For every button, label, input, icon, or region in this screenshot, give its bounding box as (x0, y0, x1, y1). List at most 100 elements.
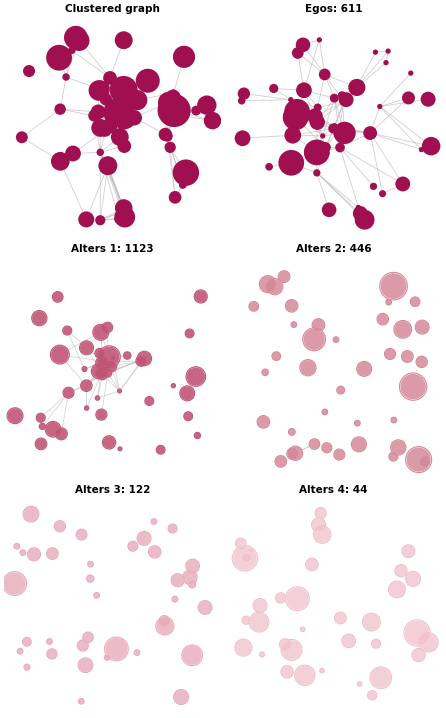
Point (313, 167, 320, 179)
Point (174, 574, 181, 586)
Title: Alters 1: 1123: Alters 1: 1123 (71, 244, 154, 254)
Point (281, 638, 289, 650)
Point (293, 106, 301, 118)
Point (36, 312, 43, 324)
Point (62, 71, 70, 83)
Point (345, 635, 352, 647)
Point (13, 541, 21, 552)
Point (320, 148, 327, 159)
Point (151, 546, 158, 558)
Point (169, 523, 176, 534)
Point (99, 355, 106, 367)
Point (134, 94, 141, 106)
Point (113, 643, 120, 655)
Point (103, 652, 111, 663)
Point (301, 85, 308, 96)
Point (288, 300, 295, 312)
Point (64, 325, 71, 336)
Point (141, 353, 148, 364)
Point (171, 593, 178, 605)
Point (288, 644, 295, 656)
Point (103, 652, 111, 663)
Point (317, 508, 324, 519)
Point (395, 442, 402, 453)
Point (83, 380, 90, 391)
Point (399, 324, 406, 335)
Point (237, 538, 244, 549)
Point (288, 426, 295, 438)
Point (120, 202, 127, 214)
Point (189, 650, 196, 661)
Point (418, 356, 425, 368)
Point (182, 167, 190, 178)
Point (290, 319, 297, 330)
Point (97, 84, 104, 95)
Point (93, 589, 100, 601)
Point (107, 112, 114, 123)
Point (184, 388, 191, 399)
Point (418, 356, 425, 368)
Point (102, 125, 109, 136)
Point (203, 99, 211, 111)
Point (194, 430, 201, 442)
Point (23, 661, 30, 673)
Point (292, 447, 299, 459)
Point (91, 110, 98, 121)
Point (376, 101, 384, 112)
Point (315, 320, 322, 331)
Point (70, 148, 77, 159)
Point (19, 547, 26, 559)
Point (185, 411, 192, 422)
Point (372, 638, 380, 650)
Point (356, 679, 363, 690)
Point (311, 111, 318, 122)
Point (315, 519, 322, 531)
Point (28, 508, 35, 520)
Point (337, 384, 344, 396)
Title: Alters 4: 44: Alters 4: 44 (299, 485, 368, 495)
Point (95, 85, 103, 96)
Point (332, 334, 339, 345)
Point (169, 92, 177, 103)
Point (265, 161, 273, 172)
Point (186, 327, 193, 339)
Point (277, 456, 284, 467)
Point (202, 602, 209, 613)
Point (13, 541, 21, 552)
Point (36, 312, 43, 324)
Point (96, 348, 103, 359)
Point (83, 214, 90, 225)
Point (161, 620, 169, 632)
Point (48, 648, 55, 660)
Point (84, 632, 91, 643)
Point (170, 380, 177, 391)
Point (81, 363, 88, 375)
Point (99, 370, 106, 381)
Point (326, 204, 333, 215)
Point (355, 439, 363, 450)
Point (11, 578, 18, 589)
Point (409, 573, 417, 584)
Point (133, 647, 140, 658)
Point (304, 362, 311, 373)
Point (390, 414, 397, 426)
Point (357, 208, 364, 219)
Point (194, 430, 201, 442)
Point (238, 95, 245, 106)
Point (106, 120, 113, 131)
Point (209, 115, 216, 126)
Point (162, 129, 169, 140)
Point (353, 82, 360, 93)
Point (161, 615, 168, 626)
Point (321, 406, 328, 418)
Point (337, 384, 344, 396)
Point (97, 146, 104, 158)
Point (189, 579, 196, 590)
Point (315, 519, 322, 531)
Point (65, 387, 72, 398)
Point (93, 589, 100, 601)
Point (97, 327, 104, 338)
Point (106, 437, 113, 448)
Point (140, 533, 148, 544)
Point (261, 367, 268, 378)
